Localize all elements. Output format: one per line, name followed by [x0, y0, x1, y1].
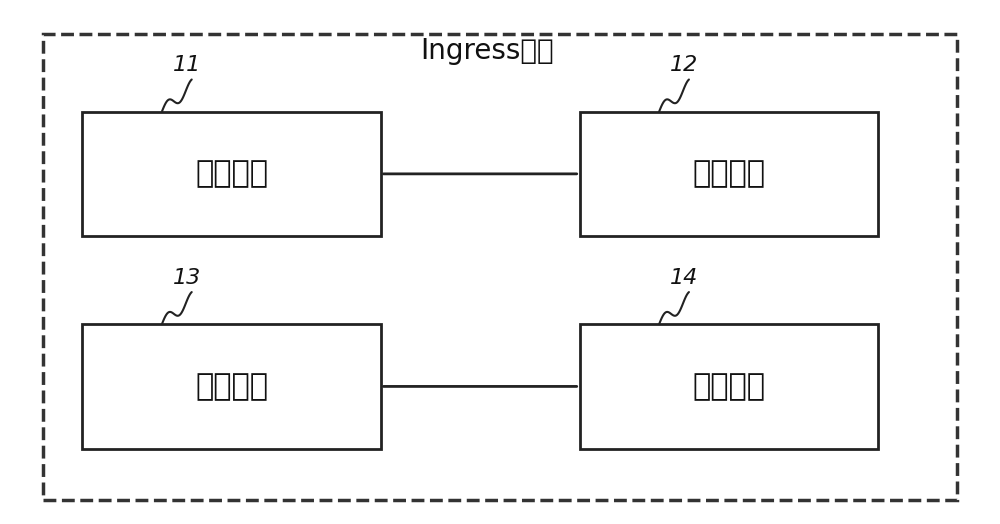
FancyBboxPatch shape	[82, 324, 381, 449]
Text: 接收模块: 接收模块	[195, 372, 268, 401]
FancyBboxPatch shape	[580, 112, 878, 236]
Text: Ingress节点: Ingress节点	[420, 37, 554, 65]
Text: 13: 13	[173, 268, 201, 288]
Text: 确定模块: 确定模块	[692, 372, 765, 401]
Text: 12: 12	[670, 56, 698, 75]
Text: 处理模块: 处理模块	[195, 159, 268, 188]
FancyBboxPatch shape	[580, 324, 878, 449]
Text: 14: 14	[670, 268, 698, 288]
Text: 11: 11	[173, 56, 201, 75]
FancyBboxPatch shape	[82, 112, 381, 236]
Text: 发送模块: 发送模块	[692, 159, 765, 188]
